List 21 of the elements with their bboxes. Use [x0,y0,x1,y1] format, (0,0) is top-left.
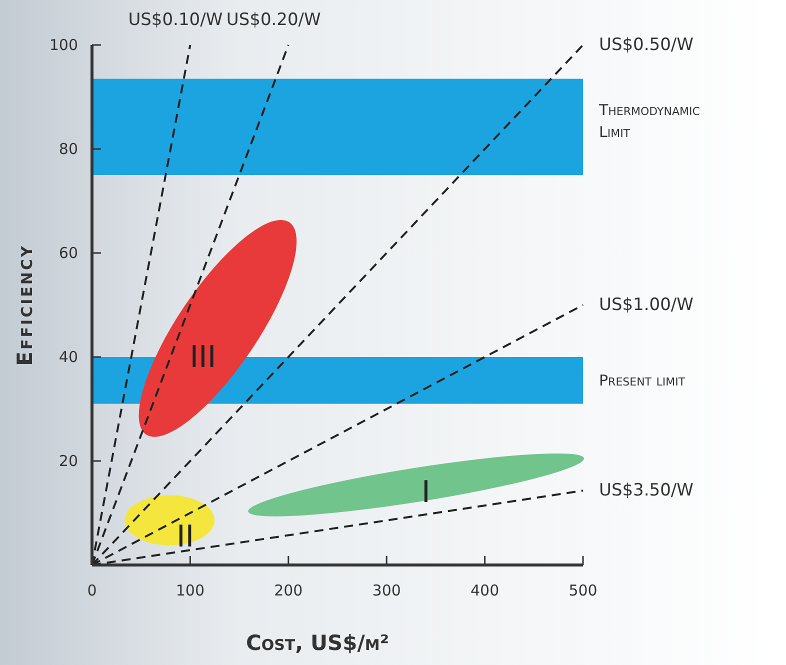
x-tick-label: 500 [568,582,598,600]
series-label: US$0.10/W [128,10,223,30]
x-tick-label: 400 [470,582,500,600]
y-tick-label: 80 [58,140,78,158]
y-tick-label: 20 [58,452,78,470]
y-axis-title: Efficiency [13,244,37,366]
y-tick-label: 100 [49,36,78,54]
band-label: Present limit [599,371,686,390]
y-tick-label: 60 [58,244,78,262]
x-tick-label: 300 [372,582,401,600]
y-tick-label: 40 [58,348,78,366]
x-tick-label: 100 [176,582,205,600]
series-label: US$0.20/W [226,10,322,30]
series-label: US$1.00/W [599,295,694,315]
annotation: III [190,340,216,375]
x-tick-label: 0 [87,582,97,600]
x-tick-label: 200 [274,582,303,600]
band-label: Thermodynamic Limit [598,100,700,141]
series-label: US$0.50/W [599,35,694,55]
x-axis-title: Cost, US$/m² [246,631,390,655]
series-label: US$3.50/W [599,480,694,501]
